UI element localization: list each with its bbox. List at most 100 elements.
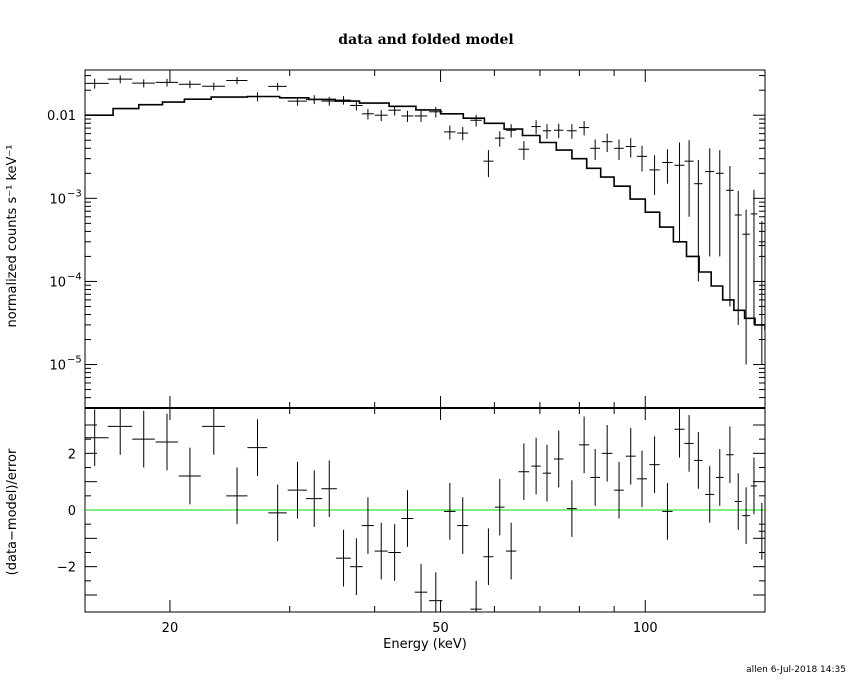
residual-point [202,408,226,455]
data-point [470,114,482,127]
residual-point [401,490,414,547]
residual-point [132,410,155,468]
y-tick-label: 10 [49,192,66,207]
data-point [614,139,624,160]
data-point [684,140,694,217]
residual-point [444,483,456,540]
data-point [662,149,673,184]
x-tick-label: 100 [633,621,658,636]
footer-stamp: allen 6-Jul-2018 14:35 [746,665,846,675]
top-plot-area [85,75,765,365]
residual-point [553,430,564,488]
data-point [636,145,648,172]
residual-point [601,425,613,482]
residual-point [388,524,401,581]
residual-point [457,497,469,554]
data-point [429,106,443,118]
x-tick-label: 20 [162,621,179,636]
data-point [578,121,590,136]
residual-point [107,408,133,455]
data-point [705,148,715,257]
residual-point [614,461,624,519]
residual-point [684,415,694,472]
residual-point [494,478,505,536]
data-point [226,77,248,85]
residual-point [361,497,374,554]
residual-point [590,449,601,506]
data-point [494,131,505,147]
residual-point [483,528,494,586]
data-point [85,78,109,89]
residual-point [705,466,715,523]
data-point [694,159,703,282]
residual-point [625,427,636,485]
data-point [483,150,494,178]
data-point [742,209,750,365]
residual-point [542,444,552,502]
data-point [715,150,724,257]
residual-point [726,426,734,484]
data-point [414,110,428,122]
data-point [457,127,469,141]
y-tick-exponent: −3 [67,188,82,199]
y-tick-label: 10 [49,359,66,374]
x-axis-label: Energy (keV) [383,637,467,652]
data-point [601,133,613,153]
residual-point [715,449,724,506]
bottom-plot-area [85,408,765,612]
y-tick-exponent: −5 [67,355,82,366]
residual-point [374,522,388,580]
data-point [155,78,178,87]
residual-point [531,437,541,495]
x-tick-label: 50 [432,621,449,636]
residual-point [566,480,577,537]
y-tick-label: 0.01 [47,109,76,124]
chart-title: data and folded model [338,32,513,48]
residual-point [742,487,750,544]
residual-point [758,502,765,560]
y-tick-exponent: −4 [67,271,82,282]
data-point [321,96,337,106]
data-point [132,79,155,88]
residual-point [694,432,703,489]
data-point [444,125,456,140]
data-point [361,108,374,120]
data-point [531,120,541,135]
residual-point [674,408,685,458]
data-point [178,80,201,89]
residual-point [414,563,428,612]
data-point [401,110,414,122]
data-point [625,138,636,158]
data-point [350,101,363,111]
residual-point [649,436,660,493]
residual-point [287,461,307,519]
residual-point [578,416,590,474]
data-point [734,190,742,325]
top-plot-frame [84,69,766,409]
data-point [374,110,388,122]
data-point [726,165,734,307]
bottom-y-axis-label: (data−model)/error [5,448,20,575]
y-tick-label: 10 [49,275,66,290]
residual-point [636,450,648,508]
data-point [107,75,133,84]
data-point [518,140,530,160]
model-step-line [85,95,765,331]
data-point [388,105,401,116]
residual-point [350,538,363,595]
residual-point [226,467,248,525]
data-point [268,82,287,91]
residual-point [734,473,742,530]
y-tick-label: 0 [68,504,76,519]
residual-point [505,522,517,580]
residual-point [750,457,758,515]
residual-point [155,413,178,471]
top-y-axis-label: normalized counts s⁻¹ keV⁻¹ [5,145,20,328]
residual-point [85,409,109,467]
data-point [202,82,226,91]
data-point [674,142,685,242]
data-point [542,124,552,139]
